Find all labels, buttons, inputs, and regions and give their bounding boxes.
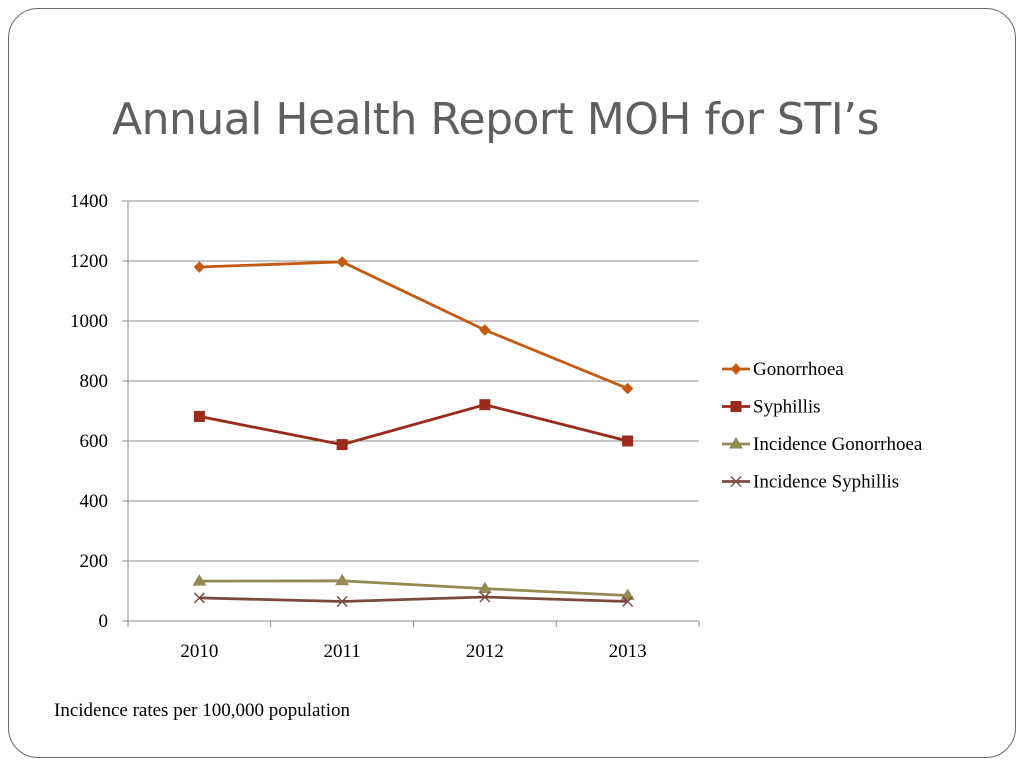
x-axis-ticks: 2010 2011 2012 2013 xyxy=(127,621,700,662)
legend-marker xyxy=(730,363,742,375)
axes xyxy=(127,201,699,622)
series-group xyxy=(192,256,635,608)
legend-item: Incidence Syphillis xyxy=(722,472,899,493)
x-tick-label: 2010 xyxy=(180,641,218,662)
x-tick-label: 2011 xyxy=(323,641,360,662)
legend-item: Incidence Gonorrhoea xyxy=(722,434,923,455)
series-line xyxy=(199,260,629,390)
data-point xyxy=(336,256,348,268)
data-point xyxy=(193,261,206,273)
y-tick-label: 200 xyxy=(80,551,109,572)
data-point xyxy=(336,439,348,451)
data-point xyxy=(479,324,491,336)
y-tick-label: 400 xyxy=(80,491,109,512)
data-point xyxy=(335,573,350,586)
legend-marker xyxy=(730,475,742,488)
legend-label: Gonorrhoea xyxy=(753,359,844,380)
legend-item: Gonorrhoea xyxy=(722,359,844,380)
data-point xyxy=(192,574,207,586)
legend-label: Syphillis xyxy=(753,397,821,418)
slide-title: Annual Health Report MOH for STI’s xyxy=(112,94,880,145)
data-point xyxy=(622,435,634,447)
y-axis-ticks: 0 200 400 600 800 1000 1200 1400 xyxy=(70,191,128,632)
series-line xyxy=(199,403,628,447)
data-point xyxy=(336,595,348,608)
slide-frame xyxy=(8,8,1016,758)
footnote: Incidence rates per 100,000 population xyxy=(54,700,350,721)
series-syphillis xyxy=(193,399,634,451)
data-point xyxy=(479,399,491,411)
gridlines xyxy=(128,200,699,562)
legend-marker xyxy=(730,401,742,412)
series-line xyxy=(199,595,628,603)
legend-label: Incidence Syphillis xyxy=(753,472,899,493)
y-tick-label: 0 xyxy=(99,611,109,632)
series-gonorrhoea xyxy=(193,256,634,395)
series-incidence-syphillis xyxy=(193,591,634,608)
data-point xyxy=(622,595,634,608)
y-tick-label: 1000 xyxy=(70,311,108,332)
data-point xyxy=(193,592,205,604)
data-point xyxy=(193,410,205,422)
series-line xyxy=(199,579,628,597)
data-point xyxy=(621,382,634,395)
y-tick-label: 600 xyxy=(80,431,109,452)
y-tick-label: 1200 xyxy=(70,251,108,272)
x-tick-label: 2013 xyxy=(609,641,647,662)
y-tick-label: 1400 xyxy=(70,191,108,212)
data-point xyxy=(620,588,635,600)
x-tick-label: 2012 xyxy=(466,641,504,662)
y-tick-label: 800 xyxy=(80,371,109,392)
series-incidence-gonorrhoea xyxy=(192,573,635,600)
data-point xyxy=(479,591,491,603)
legend-item: Syphillis xyxy=(722,397,821,418)
legend-label: Incidence Gonorrhoea xyxy=(753,434,923,455)
data-point xyxy=(477,581,492,594)
legend: Gonorrhoea Syphillis Incidence Gonorrhoea I… xyxy=(722,359,923,493)
legend-marker xyxy=(729,437,743,449)
